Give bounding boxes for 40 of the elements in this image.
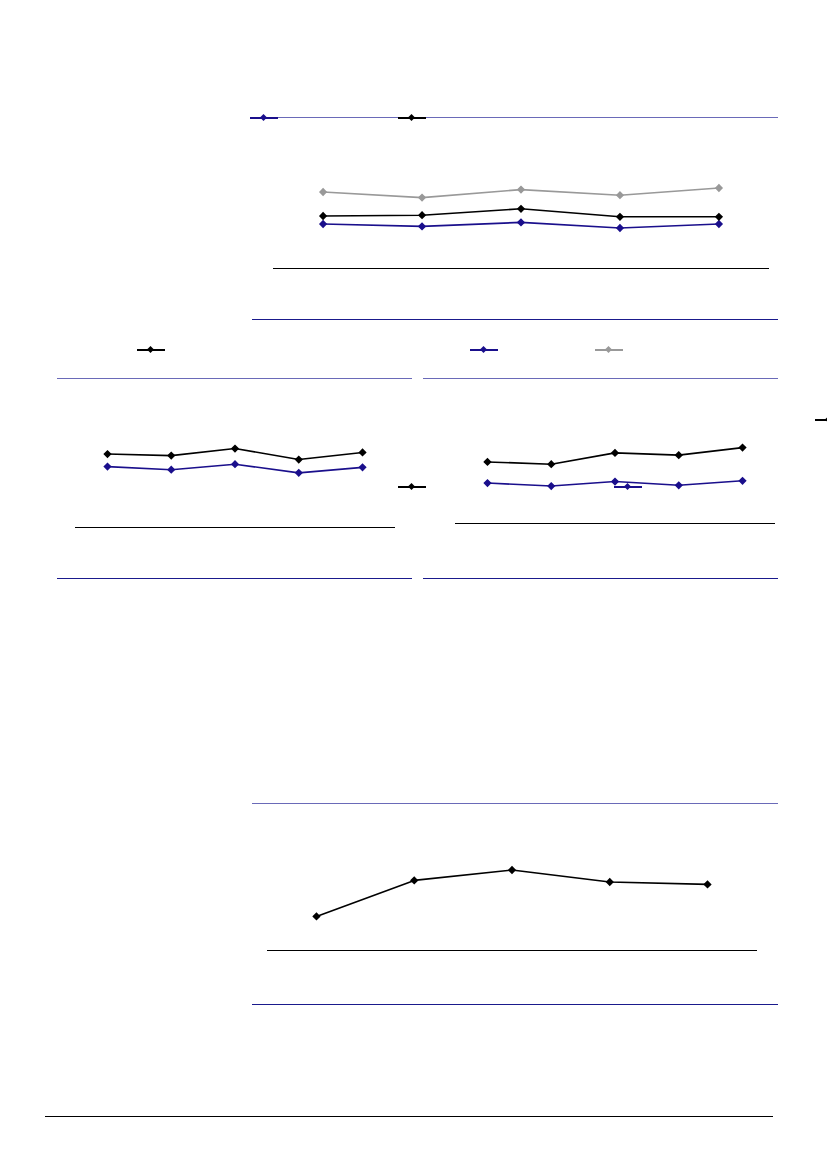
point: [508, 866, 516, 874]
point: [167, 451, 176, 460]
point: [483, 479, 492, 487]
point: [312, 912, 321, 921]
point: [611, 449, 619, 457]
point: [319, 188, 327, 196]
point: [294, 455, 303, 464]
point: [616, 224, 624, 232]
point: [674, 481, 683, 490]
point: [738, 443, 747, 452]
point: [231, 444, 239, 453]
point: [517, 185, 525, 194]
point: [703, 880, 712, 889]
point: [418, 211, 426, 219]
point: [358, 463, 367, 472]
point: [517, 205, 525, 213]
point: [319, 212, 327, 220]
point: [611, 477, 619, 486]
point: [674, 451, 683, 459]
point: [231, 460, 239, 469]
point: [103, 450, 112, 458]
point: [319, 220, 327, 228]
point: [294, 469, 303, 477]
point: [358, 448, 367, 457]
point: [738, 476, 747, 485]
point: [715, 213, 723, 221]
point: [715, 184, 723, 192]
point: [418, 222, 426, 231]
point: [418, 193, 426, 202]
point: [605, 878, 614, 886]
point: [616, 213, 624, 221]
point: [547, 460, 556, 468]
point: [547, 482, 556, 490]
point: [616, 191, 624, 199]
point: [103, 462, 112, 471]
point: [715, 220, 723, 228]
point: [410, 876, 419, 885]
point: [517, 218, 525, 227]
point: [167, 465, 176, 474]
point: [483, 458, 492, 466]
